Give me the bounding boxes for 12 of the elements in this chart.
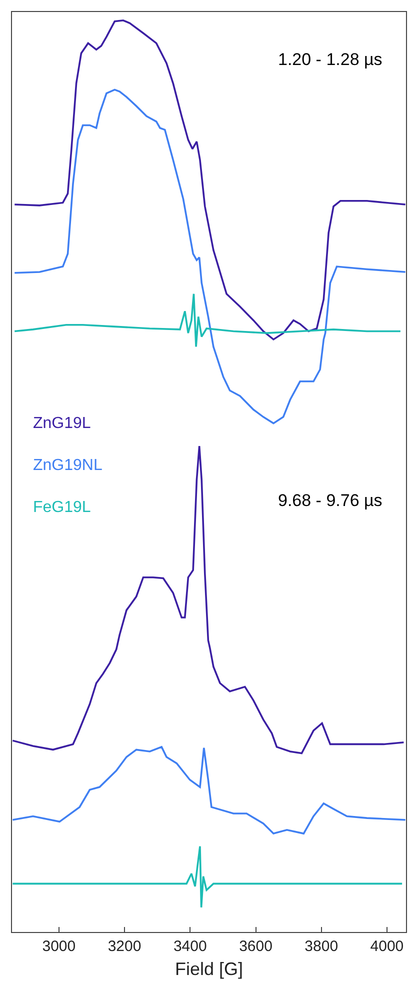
x-tick-label: 3000: [42, 938, 76, 956]
x-tick-label: 3200: [108, 938, 142, 956]
x-tick-label: 4000: [370, 938, 404, 956]
text: FeG19L: [33, 499, 91, 516]
x-tick-label: 3400: [173, 938, 207, 956]
x-tick-label: 3800: [304, 938, 338, 956]
x-tick-label: 3600: [239, 938, 272, 956]
text: ZnG19L: [33, 415, 91, 432]
x-axis-title: Field [G]: [174, 959, 244, 980]
annotation: 9.68 - 9.76 µs: [278, 491, 382, 510]
annotation: 1.20 - 1.28 µs: [278, 50, 382, 69]
text: ZnG19NL: [33, 457, 102, 474]
